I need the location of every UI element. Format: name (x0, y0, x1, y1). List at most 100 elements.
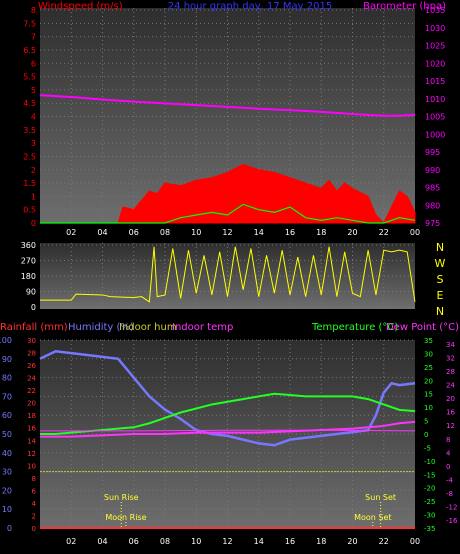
indoor-temp-axis-ticks: -16 -12 -8 -4 0 4 8 12 16 20 24 28 32 34 (446, 341, 458, 525)
windspeed-tick-label: 1 (31, 192, 36, 201)
wind-x-tick-label: 22 (379, 228, 389, 237)
wind-x-tick-label: 08 (160, 228, 170, 237)
temperature-tick-label: -35 (424, 525, 435, 533)
barometer-tick-label: 1025 (425, 42, 445, 51)
indoor-temp-tick-label: 4 (446, 449, 451, 457)
windspeed-tick-label: 2.5 (23, 152, 36, 161)
indoor-temp-tick-label: 20 (446, 395, 455, 403)
indoor-temp-tick-label: 0 (446, 463, 450, 471)
temp-panel-marks (39, 349, 416, 529)
windspeed-tick-label: 3 (31, 139, 36, 148)
temp-x-tick-label: 02 (66, 537, 76, 546)
windspeed-tick-label: 0.5 (23, 206, 36, 215)
direction-degree-label: 0 (31, 303, 36, 312)
indoor-temp-tick-label: 34 (446, 341, 455, 349)
temp-x-tick-label: 06 (129, 537, 139, 546)
indoor-temp-tick-label: 12 (446, 422, 455, 430)
direction-compass-label: N (436, 241, 444, 254)
rainfall-tick-label: 2 (32, 512, 36, 520)
direction-compass-label: E (437, 289, 444, 302)
wind-x-tick-label: 04 (97, 228, 107, 237)
windspeed-tick-label: 5 (31, 86, 36, 95)
wind-x-tick-label: 06 (129, 228, 139, 237)
rainfall-tick-label: 14 (27, 437, 36, 445)
rainfall-tick-label: 30 (27, 337, 36, 345)
barometer-tick-label: 1010 (425, 95, 445, 104)
barometer-tick-label: 985 (425, 184, 440, 193)
astro-annotation-label: Sun Set (365, 493, 396, 502)
temp-x-tick-label: 12 (222, 537, 232, 546)
barometer-line (39, 94, 416, 117)
dew-point-line (40, 420, 416, 438)
humidity-tick-label: 40 (2, 449, 12, 458)
wind-panel-x-ticks: 02 04 06 08 10 12 14 16 18 20 22 00 (66, 228, 420, 237)
rainfall-tick-label: 8 (32, 475, 36, 483)
humidity-tick-label: 0 (7, 524, 12, 533)
humidity-tick-label: 80 (2, 374, 12, 383)
direction-degree-label: 270 (21, 257, 36, 266)
humidity-tick-label: 10 (2, 505, 12, 514)
wind-x-tick-label: 12 (222, 228, 232, 237)
direction-degree-label: 90 (26, 288, 36, 297)
humidity-tick-label: 100 (0, 336, 12, 345)
temperature-tick-label: -20 (424, 485, 435, 493)
rainfall-tick-label: 26 (27, 362, 36, 370)
rainfall-tick-label: 22 (27, 387, 36, 395)
windspeed-tick-label: 6.5 (23, 46, 36, 55)
temperature-tick-label: 5 (424, 418, 428, 426)
wind-x-tick-label: 14 (254, 228, 264, 237)
indoor-temp-axis-label: Indoor temp (172, 322, 233, 333)
rainfall-tick-label: 4 (32, 500, 37, 508)
indoor-temp-line (40, 429, 416, 432)
indoor-temp-tick-label: 16 (446, 409, 455, 417)
direction-compass-label: S (437, 273, 444, 286)
temperature-tick-label: -10 (424, 458, 435, 466)
astro-annotation-label: Moon Rise (105, 513, 146, 522)
indoor-temp-tick-label: 8 (446, 436, 450, 444)
wind-x-tick-label: 18 (316, 228, 326, 237)
temp-x-tick-label: 04 (97, 537, 107, 546)
temp-x-tick-label: 00 (410, 537, 420, 546)
windspeed-tick-label: 8 (31, 6, 36, 15)
wind-x-tick-label: 20 (347, 228, 357, 237)
dew-point-axis-label: Dew Point (°C) (386, 322, 459, 333)
barometer-axis-label: Barometer (hpa) (363, 1, 446, 12)
humidity-tick-label: 60 (2, 411, 12, 420)
wind-x-tick-label: 10 (191, 228, 201, 237)
direction-degree-label: 180 (21, 272, 36, 281)
temperature-tick-label: 15 (424, 391, 433, 399)
temp-x-tick-label: 20 (347, 537, 357, 546)
wind-direction-line (40, 246, 416, 303)
temp-x-tick-label: 14 (254, 537, 264, 546)
astro-annotations: Sun Rise Moon Rise Sun Set Moon Set (104, 493, 396, 528)
direction-degree-ticks: 0 90 180 270 360 (21, 241, 36, 312)
barometer-tick-label: 980 (425, 201, 440, 210)
temperature-tick-label: 25 (424, 364, 433, 372)
barometer-axis-ticks: 975 980 985 990 995 1000 1005 1010 1015 1020 1025 1… (425, 6, 445, 228)
temperature-tick-label: 30 (424, 350, 433, 358)
rainfall-axis-label: Rainfall (mm) (0, 322, 68, 333)
windspeed-tick-label: 4 (31, 113, 36, 122)
rainfall-tick-label: 20 (27, 400, 36, 408)
temp-x-tick-label: 22 (379, 537, 389, 546)
windspeed-tick-label: 3.5 (23, 126, 36, 135)
windspeed-tick-label: 2 (31, 166, 36, 175)
temperature-tick-label: 20 (424, 377, 433, 385)
wind-x-tick-label: 00 (410, 228, 420, 237)
indoor-temp-tick-label: 24 (446, 382, 455, 390)
windspeed-tick-label: 7 (31, 33, 36, 42)
direction-panel-marks (40, 246, 416, 303)
indoor-temp-tick-label: -12 (446, 503, 457, 511)
windspeed-tick-label: 4.5 (23, 99, 36, 108)
direction-degree-label: 360 (21, 241, 36, 250)
barometer-tick-label: 1035 (425, 6, 445, 15)
temperature-tick-label: 0 (424, 431, 428, 439)
humidity-tick-label: 70 (2, 392, 12, 401)
humidity-tick-label: 30 (2, 468, 12, 477)
direction-compass-label: N (436, 305, 444, 318)
windspeed-tick-label: 7.5 (23, 19, 36, 28)
temperature-tick-label: 10 (424, 404, 433, 412)
rainfall-tick-label: 6 (32, 487, 37, 495)
humidity-axis-ticks: 0 10 20 30 40 50 60 70 80 90 100 (0, 336, 12, 533)
